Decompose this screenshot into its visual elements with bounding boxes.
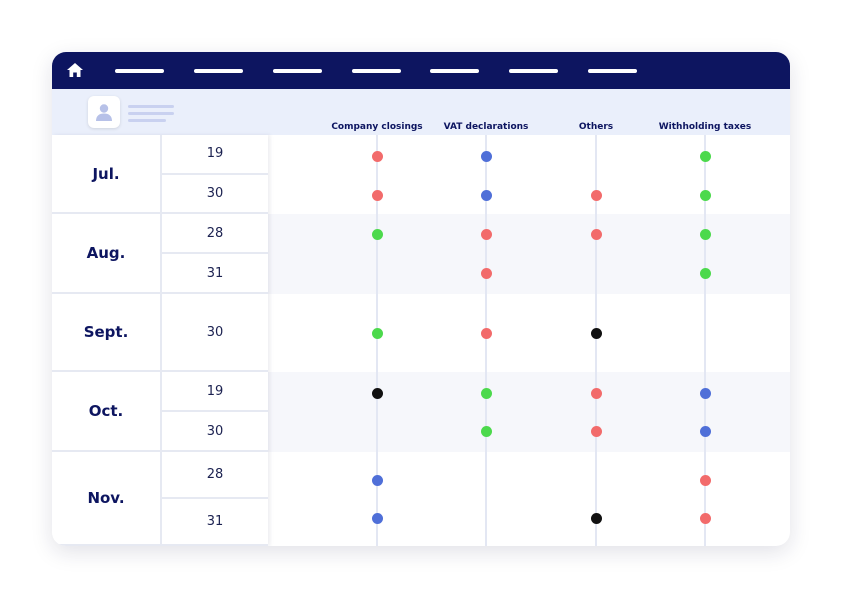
user-icon [96,104,112,121]
deadline-dot-blue[interactable] [699,387,711,399]
deadline-dot-green[interactable] [480,425,492,437]
month-label: Oct. [52,372,160,452]
column-header: Company closings [331,122,423,132]
column-header: Withholding taxes [658,122,752,132]
placeholder-line [128,105,174,108]
day-label: 19 [160,135,268,175]
deadline-dot-red[interactable] [590,228,602,240]
day-label: 28 [160,452,268,499]
placeholder-line [128,112,174,115]
deadline-dot-red[interactable] [480,267,492,279]
deadline-dot-green[interactable] [699,228,711,240]
column-header: VAT declarations [443,122,529,132]
nav-item-5[interactable] [430,69,479,73]
day-label: 31 [160,254,268,294]
deadline-dot-blue[interactable] [480,189,492,201]
nav-item-3[interactable] [273,69,322,73]
deadline-dot-blue[interactable] [699,425,711,437]
deadline-dot-blue[interactable] [371,474,383,486]
deadline-dot-red[interactable] [699,512,711,524]
column-guide-line [376,135,378,546]
month-label: Jul. [52,135,160,214]
calendar-window: Jul. 19 30 Aug. 28 31 Sept. 30 Oct. 19 30 Nov. 28 31 … [52,52,790,546]
deadline-dot-red[interactable] [590,387,602,399]
deadline-dot-red[interactable] [480,228,492,240]
deadline-dot-black[interactable] [590,327,602,339]
deadline-dot-red[interactable] [699,474,711,486]
column-guide-line [595,135,597,546]
nav-item-6[interactable] [509,69,558,73]
month-label: Aug. [52,214,160,294]
deadline-dot-green[interactable] [371,327,383,339]
month-label: Nov. [52,452,160,546]
nav-item-4[interactable] [352,69,401,73]
deadline-dot-red[interactable] [590,425,602,437]
column-guide-line [485,135,487,546]
top-nav-bar [52,52,790,89]
deadline-dot-red[interactable] [480,327,492,339]
day-label: 19 [160,372,268,412]
day-label: 30 [160,294,268,372]
column-header: Others [578,122,614,132]
column-guide-line [704,135,706,546]
deadline-dot-red[interactable] [590,189,602,201]
day-label: 30 [160,412,268,452]
nav-item-2[interactable] [194,69,243,73]
day-label: 28 [160,214,268,254]
avatar[interactable] [88,96,120,128]
deadline-dot-black[interactable] [371,387,383,399]
deadline-dot-black[interactable] [590,512,602,524]
nav-item-7[interactable] [588,69,637,73]
day-label: 30 [160,174,268,214]
deadline-dot-green[interactable] [699,150,711,162]
deadline-dot-red[interactable] [371,150,383,162]
deadline-dot-blue[interactable] [371,512,383,524]
placeholder-line [128,119,166,122]
deadline-dot-green[interactable] [480,387,492,399]
deadline-dot-blue[interactable] [480,150,492,162]
deadline-dot-green[interactable] [699,189,711,201]
month-label: Sept. [52,294,160,372]
deadline-dot-green[interactable] [699,267,711,279]
date-panel: Jul. 19 30 Aug. 28 31 Sept. 30 Oct. 19 30 Nov. 28 31 [52,135,268,546]
deadline-dot-green[interactable] [371,228,383,240]
day-label: 31 [160,499,268,546]
nav-item-1[interactable] [115,69,164,73]
table-header [52,89,790,135]
deadline-dot-red[interactable] [371,189,383,201]
home-icon[interactable] [66,62,84,78]
